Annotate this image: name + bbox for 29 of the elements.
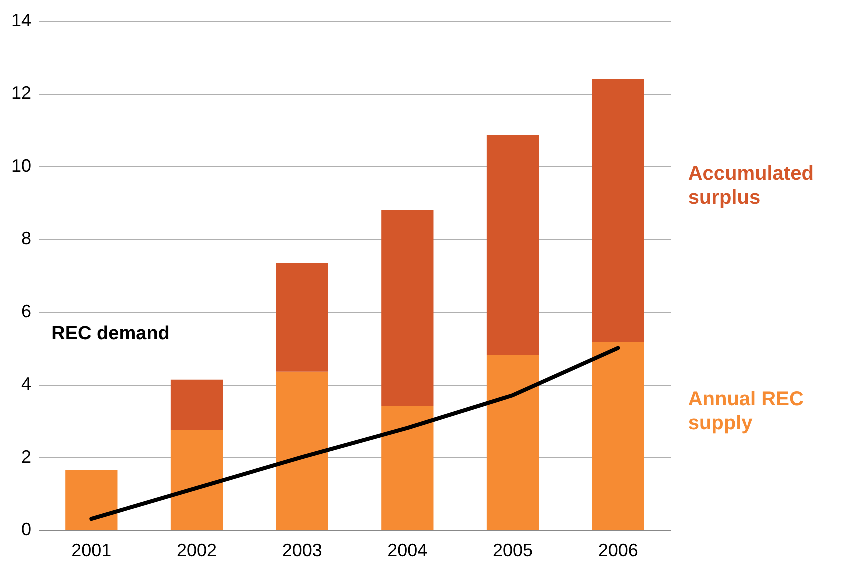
bar — [170, 430, 224, 530]
x-tick-label: 2004 — [388, 540, 428, 560]
y-tick-label: 8 — [21, 228, 32, 249]
x-tick-label: 2002 — [176, 540, 218, 560]
text: Accumulated surplus — [688, 163, 814, 210]
y-tick-label: 14 — [11, 10, 32, 30]
y-tick-label: 6 — [21, 301, 32, 322]
bar — [276, 263, 328, 372]
x-tick-label: 2003 — [282, 540, 322, 560]
text: REC demand — [52, 324, 170, 345]
x-tick-label: 2001 — [72, 540, 112, 560]
y-tick-label: 10 — [11, 156, 32, 176]
bar — [382, 406, 434, 530]
bar — [486, 136, 540, 356]
x-tick-label: 2006 — [598, 540, 638, 560]
text: Annual REC supply — [688, 388, 804, 435]
bar — [276, 372, 328, 530]
bar — [592, 79, 644, 342]
bar — [486, 355, 540, 530]
y-tick-label: 2 — [21, 446, 32, 467]
x-tick-label: 2005 — [492, 540, 534, 560]
y-tick-label: 12 — [11, 83, 32, 104]
y-tick-label: 4 — [21, 374, 32, 394]
y-tick-label: 0 — [21, 520, 32, 540]
bar — [592, 342, 644, 530]
line-series — [90, 346, 620, 522]
bar — [170, 380, 224, 430]
bar — [66, 470, 118, 530]
bar — [382, 210, 434, 406]
